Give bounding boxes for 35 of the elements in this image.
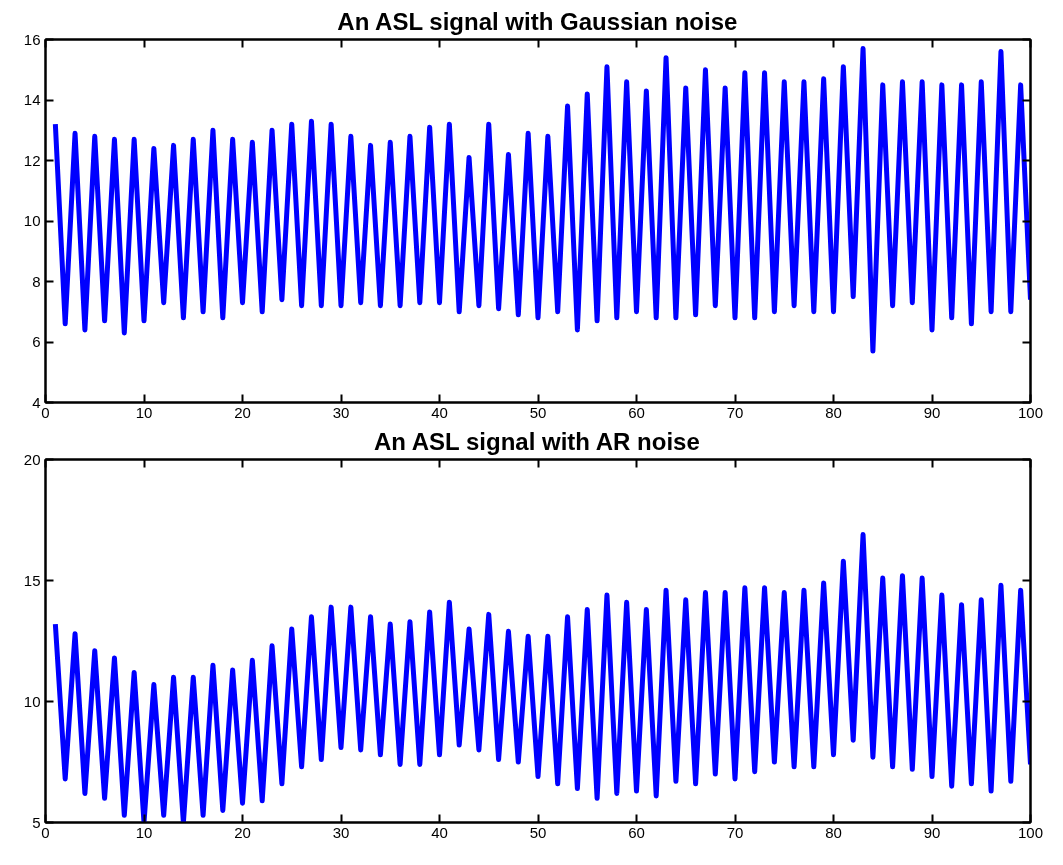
x-tick-label: 20 — [234, 823, 251, 841]
x-tick-label: 30 — [332, 823, 350, 841]
x-tick-label: 10 — [135, 823, 153, 841]
x-tick-label: 80 — [825, 823, 842, 841]
x-tick-label: 40 — [431, 823, 448, 841]
x-tick-label: 0 — [41, 823, 50, 841]
x-tick-label: 60 — [628, 823, 645, 841]
y-tick-label: 15 — [23, 571, 41, 589]
y-tick-label: 5 — [32, 813, 41, 831]
x-tick-label: 70 — [726, 403, 744, 421]
x-tick-label: 50 — [529, 823, 547, 841]
x-tick-label: 20 — [234, 403, 251, 421]
y-tick-label: 10 — [23, 212, 41, 229]
x-tick-label: 30 — [332, 403, 350, 421]
x-tick-label: 40 — [431, 403, 448, 421]
x-tick-label: 10 — [135, 403, 153, 421]
chart-title: An ASL signal with Gaussian noise — [337, 7, 738, 35]
x-tick-label: 60 — [628, 403, 645, 421]
chart-title: An ASL signal with AR noise — [373, 427, 700, 455]
y-tick-label: 20 — [23, 450, 41, 468]
x-tick-label: 100 — [1017, 403, 1044, 421]
x-tick-label: 50 — [529, 403, 547, 421]
x-tick-label: 80 — [825, 403, 842, 421]
x-tick-label: 0 — [41, 403, 50, 421]
y-tick-label: 10 — [23, 692, 41, 710]
y-tick-label: 14 — [23, 91, 41, 108]
y-tick-label: 6 — [32, 333, 41, 350]
x-tick-label: 70 — [726, 823, 744, 841]
y-tick-label: 8 — [32, 272, 41, 290]
x-tick-label: 90 — [923, 823, 941, 841]
y-tick-label: 12 — [23, 151, 41, 169]
x-tick-label: 90 — [923, 403, 941, 421]
y-tick-label: 16 — [23, 30, 41, 48]
x-tick-label: 100 — [1017, 823, 1044, 841]
y-tick-label: 4 — [32, 393, 41, 411]
